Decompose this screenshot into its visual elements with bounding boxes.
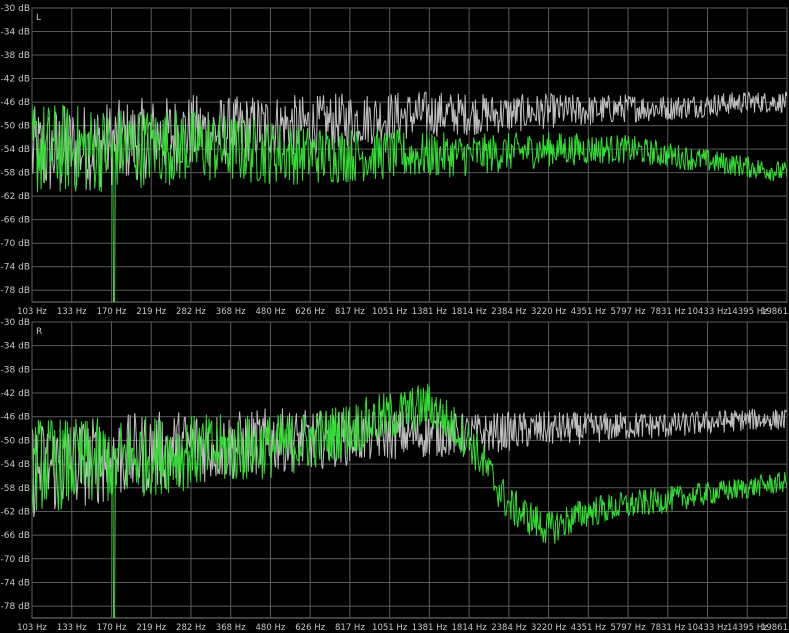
y-tick-label: -42 dB	[1, 389, 30, 399]
y-tick-label: -50 dB	[1, 436, 30, 446]
x-tick-label: 817 Hz	[335, 307, 365, 317]
y-tick-label: -38 dB	[1, 365, 30, 375]
x-tick-label: 19861	[761, 307, 788, 317]
x-tick-label: 133 Hz	[57, 623, 87, 633]
y-tick-label: -74 dB	[1, 578, 30, 588]
spectrum-panel-R: -30 dB -34 dB -38 dB -42 dB -46 dB -50 dB -54 …	[1, 318, 788, 633]
x-tick-label: 480 Hz	[256, 307, 286, 317]
x-tick-label: 7831 Hz	[650, 623, 686, 633]
x-tick-label: 170 Hz	[97, 623, 127, 633]
x-tick-label: 626 Hz	[295, 307, 325, 317]
x-tick-label: 368 Hz	[216, 623, 246, 633]
x-tick-label: 282 Hz	[176, 623, 206, 633]
y-tick-label: -46 dB	[1, 413, 30, 423]
y-tick-label: -66 dB	[1, 531, 30, 541]
channel-label: L	[36, 13, 41, 23]
x-tick-label: 1814 Hz	[452, 307, 488, 317]
y-tick-label: -62 dB	[1, 192, 30, 202]
x-tick-label: 10433 Hz	[687, 623, 728, 633]
x-tick-label: 4351 Hz	[571, 307, 607, 317]
x-tick-label: 19861	[761, 623, 788, 633]
y-tick-label: -62 dB	[1, 507, 30, 517]
channel-label: R	[36, 327, 42, 337]
x-tick-label: 4351 Hz	[571, 623, 607, 633]
x-tick-label: 103 Hz	[17, 623, 47, 633]
spectrum-panel-L: -30 dB -34 dB -38 dB -42 dB -46 dB -50 dB -54 …	[1, 4, 788, 317]
x-tick-label: 626 Hz	[295, 623, 325, 633]
x-tick-label: 219 Hz	[136, 307, 166, 317]
x-tick-label: 2384 Hz	[491, 307, 527, 317]
y-tick-label: -70 dB	[1, 239, 30, 249]
x-tick-label: 133 Hz	[57, 307, 87, 317]
x-tick-label: 1051 Hz	[372, 623, 408, 633]
x-tick-label: 368 Hz	[216, 307, 246, 317]
x-tick-label: 5797 Hz	[610, 307, 646, 317]
y-tick-label: -46 dB	[1, 98, 30, 108]
x-tick-label: 817 Hz	[335, 623, 365, 633]
x-tick-label: 480 Hz	[256, 623, 286, 633]
y-tick-label: -74 dB	[1, 263, 30, 273]
x-tick-label: 170 Hz	[97, 307, 127, 317]
y-tick-label: -54 dB	[1, 145, 30, 155]
x-tick-label: 14395 Hz	[727, 307, 768, 317]
y-tick-label: -30 dB	[1, 318, 30, 328]
y-tick-label: -58 dB	[1, 484, 30, 494]
x-tick-label: 1381 Hz	[412, 307, 448, 317]
series-gray-trace	[32, 408, 787, 518]
series-green-trace	[32, 104, 787, 302]
x-tick-label: 282 Hz	[176, 307, 206, 317]
x-tick-label: 14395 Hz	[727, 623, 768, 633]
x-tick-label: 5797 Hz	[610, 623, 646, 633]
x-tick-label: 3220 Hz	[531, 307, 567, 317]
y-tick-label: -30 dB	[1, 4, 30, 14]
y-tick-label: -38 dB	[1, 51, 30, 61]
x-tick-label: 1381 Hz	[412, 623, 448, 633]
x-tick-label: 7831 Hz	[650, 307, 686, 317]
x-tick-label: 219 Hz	[136, 623, 166, 633]
y-tick-label: -50 dB	[1, 122, 30, 132]
x-tick-label: 103 Hz	[17, 307, 47, 317]
y-tick-label: -70 dB	[1, 555, 30, 565]
x-tick-label: 3220 Hz	[531, 623, 567, 633]
x-tick-label: 2384 Hz	[491, 623, 527, 633]
y-tick-label: -34 dB	[1, 28, 30, 38]
x-tick-label: 10433 Hz	[687, 307, 728, 317]
series-green-trace	[32, 383, 787, 618]
y-tick-label: -54 dB	[1, 460, 30, 470]
y-tick-label: -34 dB	[1, 342, 30, 352]
y-tick-label: -58 dB	[1, 169, 30, 179]
y-tick-label: -42 dB	[1, 75, 30, 85]
series-gray-trace	[32, 91, 787, 191]
y-tick-label: -78 dB	[1, 286, 30, 296]
y-tick-label: -66 dB	[1, 216, 30, 226]
x-tick-label: 1051 Hz	[372, 307, 408, 317]
y-tick-label: -78 dB	[1, 602, 30, 612]
x-tick-label: 1814 Hz	[452, 623, 488, 633]
